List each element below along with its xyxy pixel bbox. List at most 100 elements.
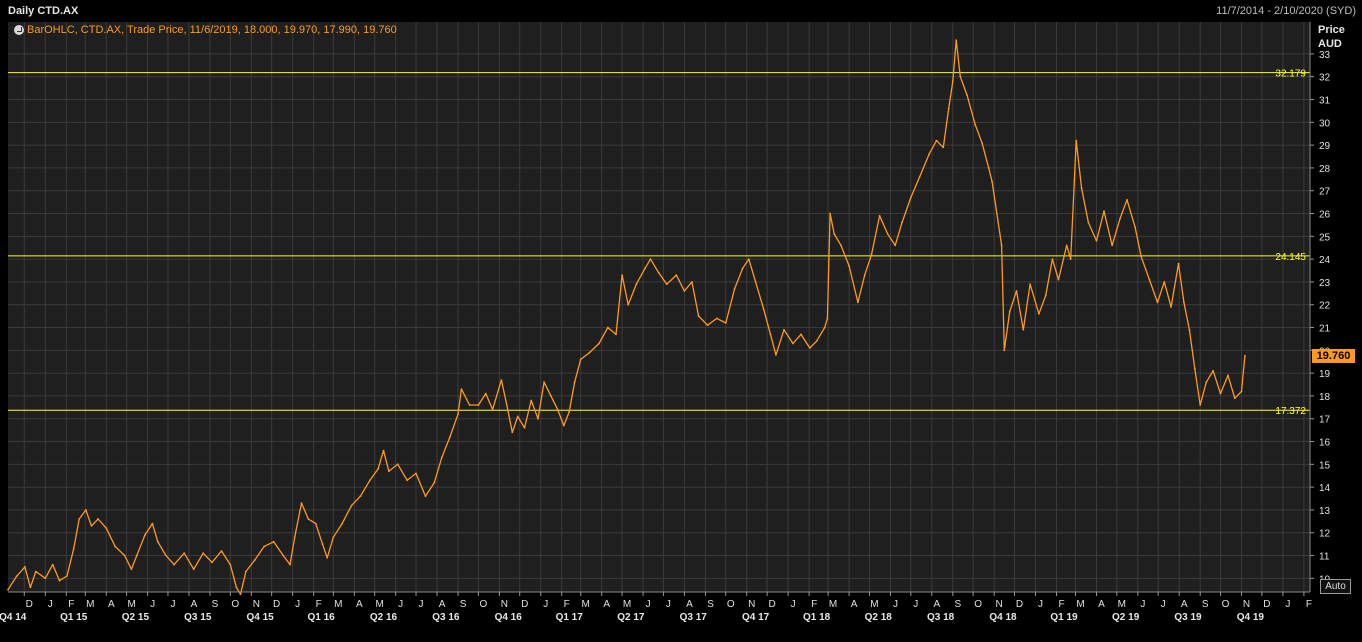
- price-point: [562, 424, 565, 427]
- x-month-label: S: [954, 599, 961, 610]
- x-quarter-label: Q4 14: [0, 612, 27, 623]
- price-point: [775, 354, 777, 356]
- level-label: 17.372: [1275, 406, 1306, 417]
- price-point: [683, 290, 686, 292]
- price-point: [579, 358, 582, 361]
- series-legend[interactable]: BarOHLC, CTD.AX, Trade Price, 11/6/2019,…: [14, 23, 397, 37]
- y-tick-label: 13: [1319, 506, 1331, 517]
- x-month-label: S: [1202, 599, 1209, 610]
- price-point: [183, 552, 186, 555]
- x-month-label: D: [768, 599, 775, 610]
- price-point: [202, 552, 205, 555]
- price-point: [51, 563, 54, 566]
- price-point: [747, 258, 750, 260]
- price-point: [289, 563, 291, 566]
- price-point: [894, 244, 897, 247]
- y-tick-label: 11: [1319, 552, 1330, 563]
- x-quarter-label: Q2 17: [617, 612, 645, 623]
- price-point: [697, 315, 700, 317]
- price-point: [951, 80, 954, 83]
- x-quarter-label: Q2 16: [370, 612, 398, 623]
- price-point: [1156, 301, 1159, 304]
- auto-scale-button[interactable]: Auto: [1320, 579, 1351, 594]
- price-point: [440, 456, 443, 459]
- price-point: [615, 333, 617, 336]
- y-tick-label: 17: [1319, 415, 1331, 426]
- price-point: [606, 326, 609, 329]
- x-month-label: M: [870, 599, 878, 610]
- price-point: [733, 287, 736, 290]
- x-month-label: A: [686, 599, 693, 610]
- price-series-line[interactable]: [7, 39, 1246, 595]
- x-month-label: M: [829, 599, 837, 610]
- plot-area[interactable]: [8, 22, 1310, 592]
- x-month-label: N: [501, 599, 508, 610]
- x-month-label: J: [150, 599, 155, 610]
- x-month-label: D: [273, 599, 280, 610]
- price-point: [573, 381, 576, 384]
- x-month-label: O: [479, 599, 487, 610]
- price-point: [1069, 258, 1072, 260]
- series-settings-icon[interactable]: [14, 25, 24, 35]
- price-point: [556, 408, 559, 411]
- x-month-label: N: [748, 599, 755, 610]
- x-quarter-label: Q1 19: [1050, 612, 1078, 623]
- price-point: [840, 244, 842, 247]
- price-point: [826, 317, 829, 320]
- price-point: [282, 554, 285, 557]
- price-point: [66, 575, 68, 577]
- price-point: [1065, 244, 1068, 247]
- price-point: [1051, 258, 1054, 260]
- level-label: 24.145: [1275, 252, 1306, 263]
- price-point: [848, 265, 850, 267]
- price-point: [211, 561, 213, 564]
- price-point: [991, 180, 993, 183]
- y-axis-title: Price AUD: [1318, 23, 1345, 51]
- price-point: [878, 214, 881, 217]
- x-month-label: J: [419, 599, 424, 610]
- x-month-label: F: [811, 599, 817, 610]
- price-point: [424, 495, 427, 498]
- y-tick-label: 30: [1319, 118, 1331, 129]
- legend-text: BarOHLC, CTD.AX, Trade Price, 11/6/2019,…: [27, 24, 397, 36]
- x-month-label: D: [1263, 599, 1270, 610]
- price-point: [468, 404, 471, 406]
- x-month-label: F: [1058, 599, 1064, 610]
- y-tick-label: 18: [1319, 392, 1331, 403]
- x-quarter-label: Q3 15: [184, 612, 212, 623]
- price-point: [621, 274, 623, 276]
- x-month-label: S: [707, 599, 714, 610]
- price-point: [935, 139, 938, 142]
- price-point: [627, 303, 630, 306]
- price-point: [326, 556, 329, 559]
- price-point: [724, 322, 727, 324]
- price-point: [78, 518, 81, 520]
- price-point: [321, 543, 324, 545]
- price-point: [144, 534, 146, 536]
- x-month-label: D: [521, 599, 528, 610]
- price-point: [151, 522, 154, 525]
- price-point: [886, 233, 889, 235]
- price-point: [1177, 262, 1180, 265]
- price-point: [369, 479, 371, 482]
- y-tick-label: 32: [1319, 73, 1331, 84]
- price-point: [235, 586, 238, 589]
- x-month-label: F: [68, 599, 74, 610]
- price-point: [1080, 187, 1083, 190]
- x-month-label: J: [170, 599, 175, 610]
- price-point: [716, 317, 718, 320]
- chart-title: Daily CTD.AX: [8, 5, 79, 17]
- y-tick-label: 19: [1319, 369, 1331, 380]
- price-point: [543, 381, 545, 384]
- price-point: [229, 563, 232, 566]
- price-point: [58, 579, 61, 582]
- y-tick-label: 15: [1319, 460, 1331, 471]
- price-point: [505, 404, 508, 406]
- price-point: [382, 449, 385, 452]
- x-month-label: M: [1076, 599, 1084, 610]
- x-month-label: A: [439, 599, 446, 610]
- price-point: [263, 545, 266, 548]
- price-point: [377, 468, 379, 470]
- price-point: [808, 347, 811, 349]
